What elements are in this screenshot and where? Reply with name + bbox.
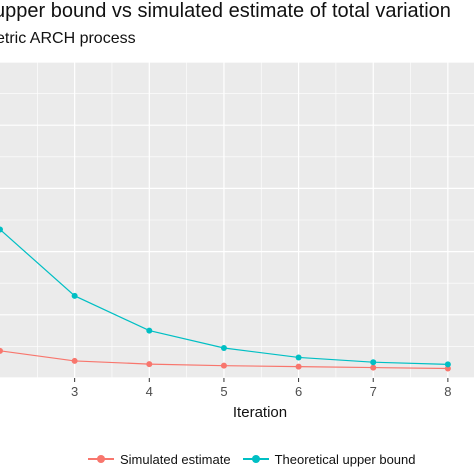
x-tick-label: 5 — [220, 384, 227, 399]
data-point-simulated-estimate — [370, 364, 377, 371]
x-tick-label: 4 — [146, 384, 153, 399]
x-tick-label: 3 — [71, 384, 78, 399]
x-axis: 3 4 5 6 7 8 — [71, 378, 451, 399]
legend-key-simulated-estimate — [88, 452, 114, 466]
legend-label-simulated-estimate: Simulated estimate — [120, 451, 231, 467]
data-point-simulated-estimate — [295, 363, 302, 370]
chart-title: upper bound vs simulated estimate of tot… — [0, 0, 451, 22]
chart-subtitle: etric ARCH process — [0, 30, 136, 47]
data-point-theoretical-upper-bound — [0, 226, 3, 233]
legend: Simulated estimate Theoretical upper bou… — [88, 449, 428, 469]
data-point-simulated-estimate — [71, 357, 78, 364]
data-point-theoretical-upper-bound — [71, 292, 78, 299]
data-point-simulated-estimate — [0, 347, 3, 354]
x-tick-label: 6 — [295, 384, 302, 399]
data-point-simulated-estimate — [220, 362, 227, 369]
legend-key-theoretical-upper-bound — [242, 452, 269, 466]
minor-gridlines — [0, 62, 474, 378]
data-point-simulated-estimate — [444, 365, 451, 372]
x-axis-title: Iteration — [233, 404, 287, 421]
data-point-theoretical-upper-bound — [444, 361, 451, 368]
series-layer — [0, 226, 451, 372]
legend-item-simulated-estimate: Simulated estimate — [88, 452, 231, 467]
data-point-simulated-estimate — [146, 361, 153, 368]
data-point-theoretical-upper-bound — [146, 327, 153, 334]
data-point-theoretical-upper-bound — [220, 344, 227, 351]
data-point-theoretical-upper-bound — [295, 354, 302, 361]
data-point-theoretical-upper-bound — [370, 359, 377, 366]
legend-item-theoretical-upper-bound: Theoretical upper bound — [242, 451, 416, 467]
x-tick-label: 7 — [370, 384, 377, 399]
legend-label-theoretical-upper-bound: Theoretical upper bound — [274, 451, 416, 467]
major-gridlines — [0, 61, 474, 379]
x-tick-label: 8 — [444, 384, 451, 399]
